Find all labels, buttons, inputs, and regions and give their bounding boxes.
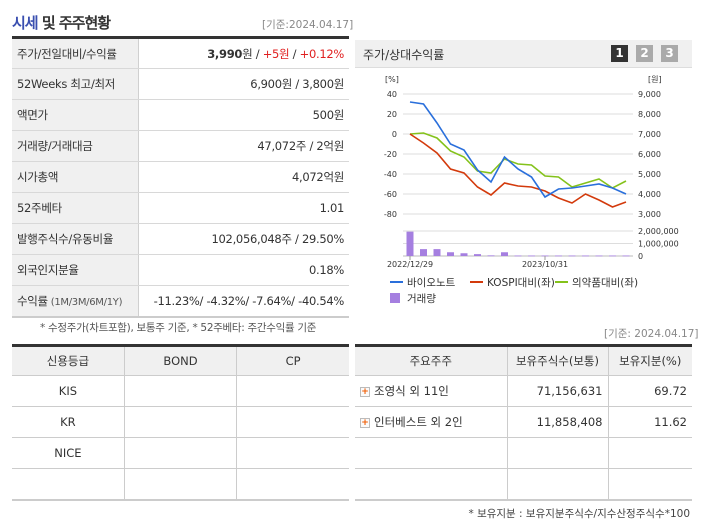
table-row: 거래량/거래대금 47,072주 / 2억원 (12, 130, 349, 162)
volume-bar (487, 255, 495, 257)
footnote: * 수정주가(차트포함), 보통주 기준, * 52주베타: 주간수익률 기준 (40, 322, 317, 334)
volume-tick-label: 2,000,000 (638, 227, 679, 236)
volume-bar (514, 255, 522, 257)
right-tick-label: 7,000 (638, 130, 661, 139)
legend-swatch (390, 293, 400, 303)
table-row: NICE (12, 437, 349, 469)
base-date-2: [기준: 2024.04.17] (604, 328, 699, 340)
volume-bar (609, 255, 616, 257)
volume-bar (406, 231, 414, 256)
section-title: 시세 및 주주현황 (12, 14, 111, 32)
right-unit-label: [원] (648, 75, 662, 84)
expand-icon[interactable]: + (360, 386, 370, 397)
volume-bar (474, 254, 481, 256)
volume-tick-label: 0 (638, 252, 643, 261)
table-row: 액면가 500원 (12, 99, 349, 131)
chart-header: 주가/상대수익률 1 2 3 (355, 40, 692, 68)
legend-label: 바이오노트 (407, 277, 456, 289)
left-tick-label: 40 (387, 90, 397, 99)
volume-bar (433, 249, 441, 256)
volume-bar (447, 252, 454, 256)
chart-page-1-button[interactable]: 1 (611, 45, 628, 62)
table-row: 주가/전일대비/수익률 3,990원 / +5원 / +0.12% (12, 37, 349, 69)
left-tick-label: -80 (384, 210, 397, 219)
x-tick-label: 2023/10/31 (522, 260, 568, 269)
volume-tick-label: 1,000,000 (638, 240, 679, 249)
volume-bar (622, 255, 630, 257)
right-tick-label: 3,000 (638, 210, 661, 219)
right-tick-label: 8,000 (638, 110, 661, 119)
table-row: + 조영식 외 11인 71,156,631 69.72 (355, 375, 692, 407)
right-tick-label: 9,000 (638, 90, 661, 99)
table-row: KIS (12, 375, 349, 407)
chart-title: 주가/상대수익률 (363, 48, 445, 62)
left-tick-label: -40 (384, 170, 397, 179)
chart-page-3-button[interactable]: 3 (661, 45, 678, 62)
x-tick-label: 2022/12/29 (387, 260, 433, 269)
table-row: + 인터베스트 외 2인 11,858,408 11.62 (355, 406, 692, 438)
volume-bar (528, 255, 535, 257)
volume-bar (541, 255, 549, 257)
legend-label: KOSPI대비(좌) (487, 277, 555, 289)
volume-bar (460, 253, 468, 256)
volume-bar (582, 255, 589, 257)
left-unit-label: [%] (385, 75, 399, 84)
right-tick-label: 5,000 (638, 170, 661, 179)
volume-bar (555, 255, 562, 257)
series-line (409, 133, 627, 208)
table-row (12, 468, 349, 500)
credit-rating-table: 신용등급 BOND CP KIS KR NICE (12, 344, 349, 501)
table-row: 52주베타 1.01 (12, 192, 349, 224)
left-tick-label: -60 (384, 190, 397, 199)
left-tick-label: 20 (387, 110, 397, 119)
table-row: KR (12, 406, 349, 438)
expand-icon[interactable]: + (360, 417, 370, 428)
legend-label: 거래량 (407, 293, 436, 305)
return-chart: [%] [원] 40 9,000 20 8,000 0 7,000 -20 6,000 -40 5,0… (384, 75, 679, 305)
table-row (355, 468, 692, 500)
major-shareholders-table: 주요주주 보유주식수(보통) 보유지분(%) + 조영식 외 11인 71,156,63… (355, 344, 692, 501)
volume-bar (595, 255, 603, 257)
right-tick-label: 6,000 (638, 150, 661, 159)
table-row: 시가총액 4,072억원 (12, 161, 349, 193)
table-row: 52Weeks 최고/최저 6,900원 / 3,800원 (12, 68, 349, 100)
series-line (409, 101, 627, 199)
legend-label: 의약품대비(좌) (572, 277, 638, 289)
table-row: 수익률 (1M/3M/6M/1Y) -11.23%/ -4.32%/ -7.64%… (12, 285, 349, 317)
volume-bar (420, 249, 427, 256)
chart-page-2-button[interactable]: 2 (636, 45, 653, 62)
base-date: [기준:2024.04.17] (262, 19, 354, 31)
left-tick-label: 0 (392, 130, 397, 139)
table-row: 외국인지분율 0.18% (12, 254, 349, 286)
left-tick-label: -20 (384, 150, 397, 159)
price-info-table: 주가/전일대비/수익률 3,990원 / +5원 / +0.12% 52Weeks… (12, 36, 349, 318)
footnote-2: * 보유지분 : 보유지분주식수/지수산정주식수*100 (468, 508, 690, 520)
right-tick-label: 4,000 (638, 190, 661, 199)
volume-bar (501, 252, 508, 256)
volume-bar (568, 255, 576, 257)
table-row (355, 437, 692, 469)
series-line (409, 132, 627, 189)
table-row: 발행주식수/유동비율 102,056,048주 / 29.50% (12, 223, 349, 255)
